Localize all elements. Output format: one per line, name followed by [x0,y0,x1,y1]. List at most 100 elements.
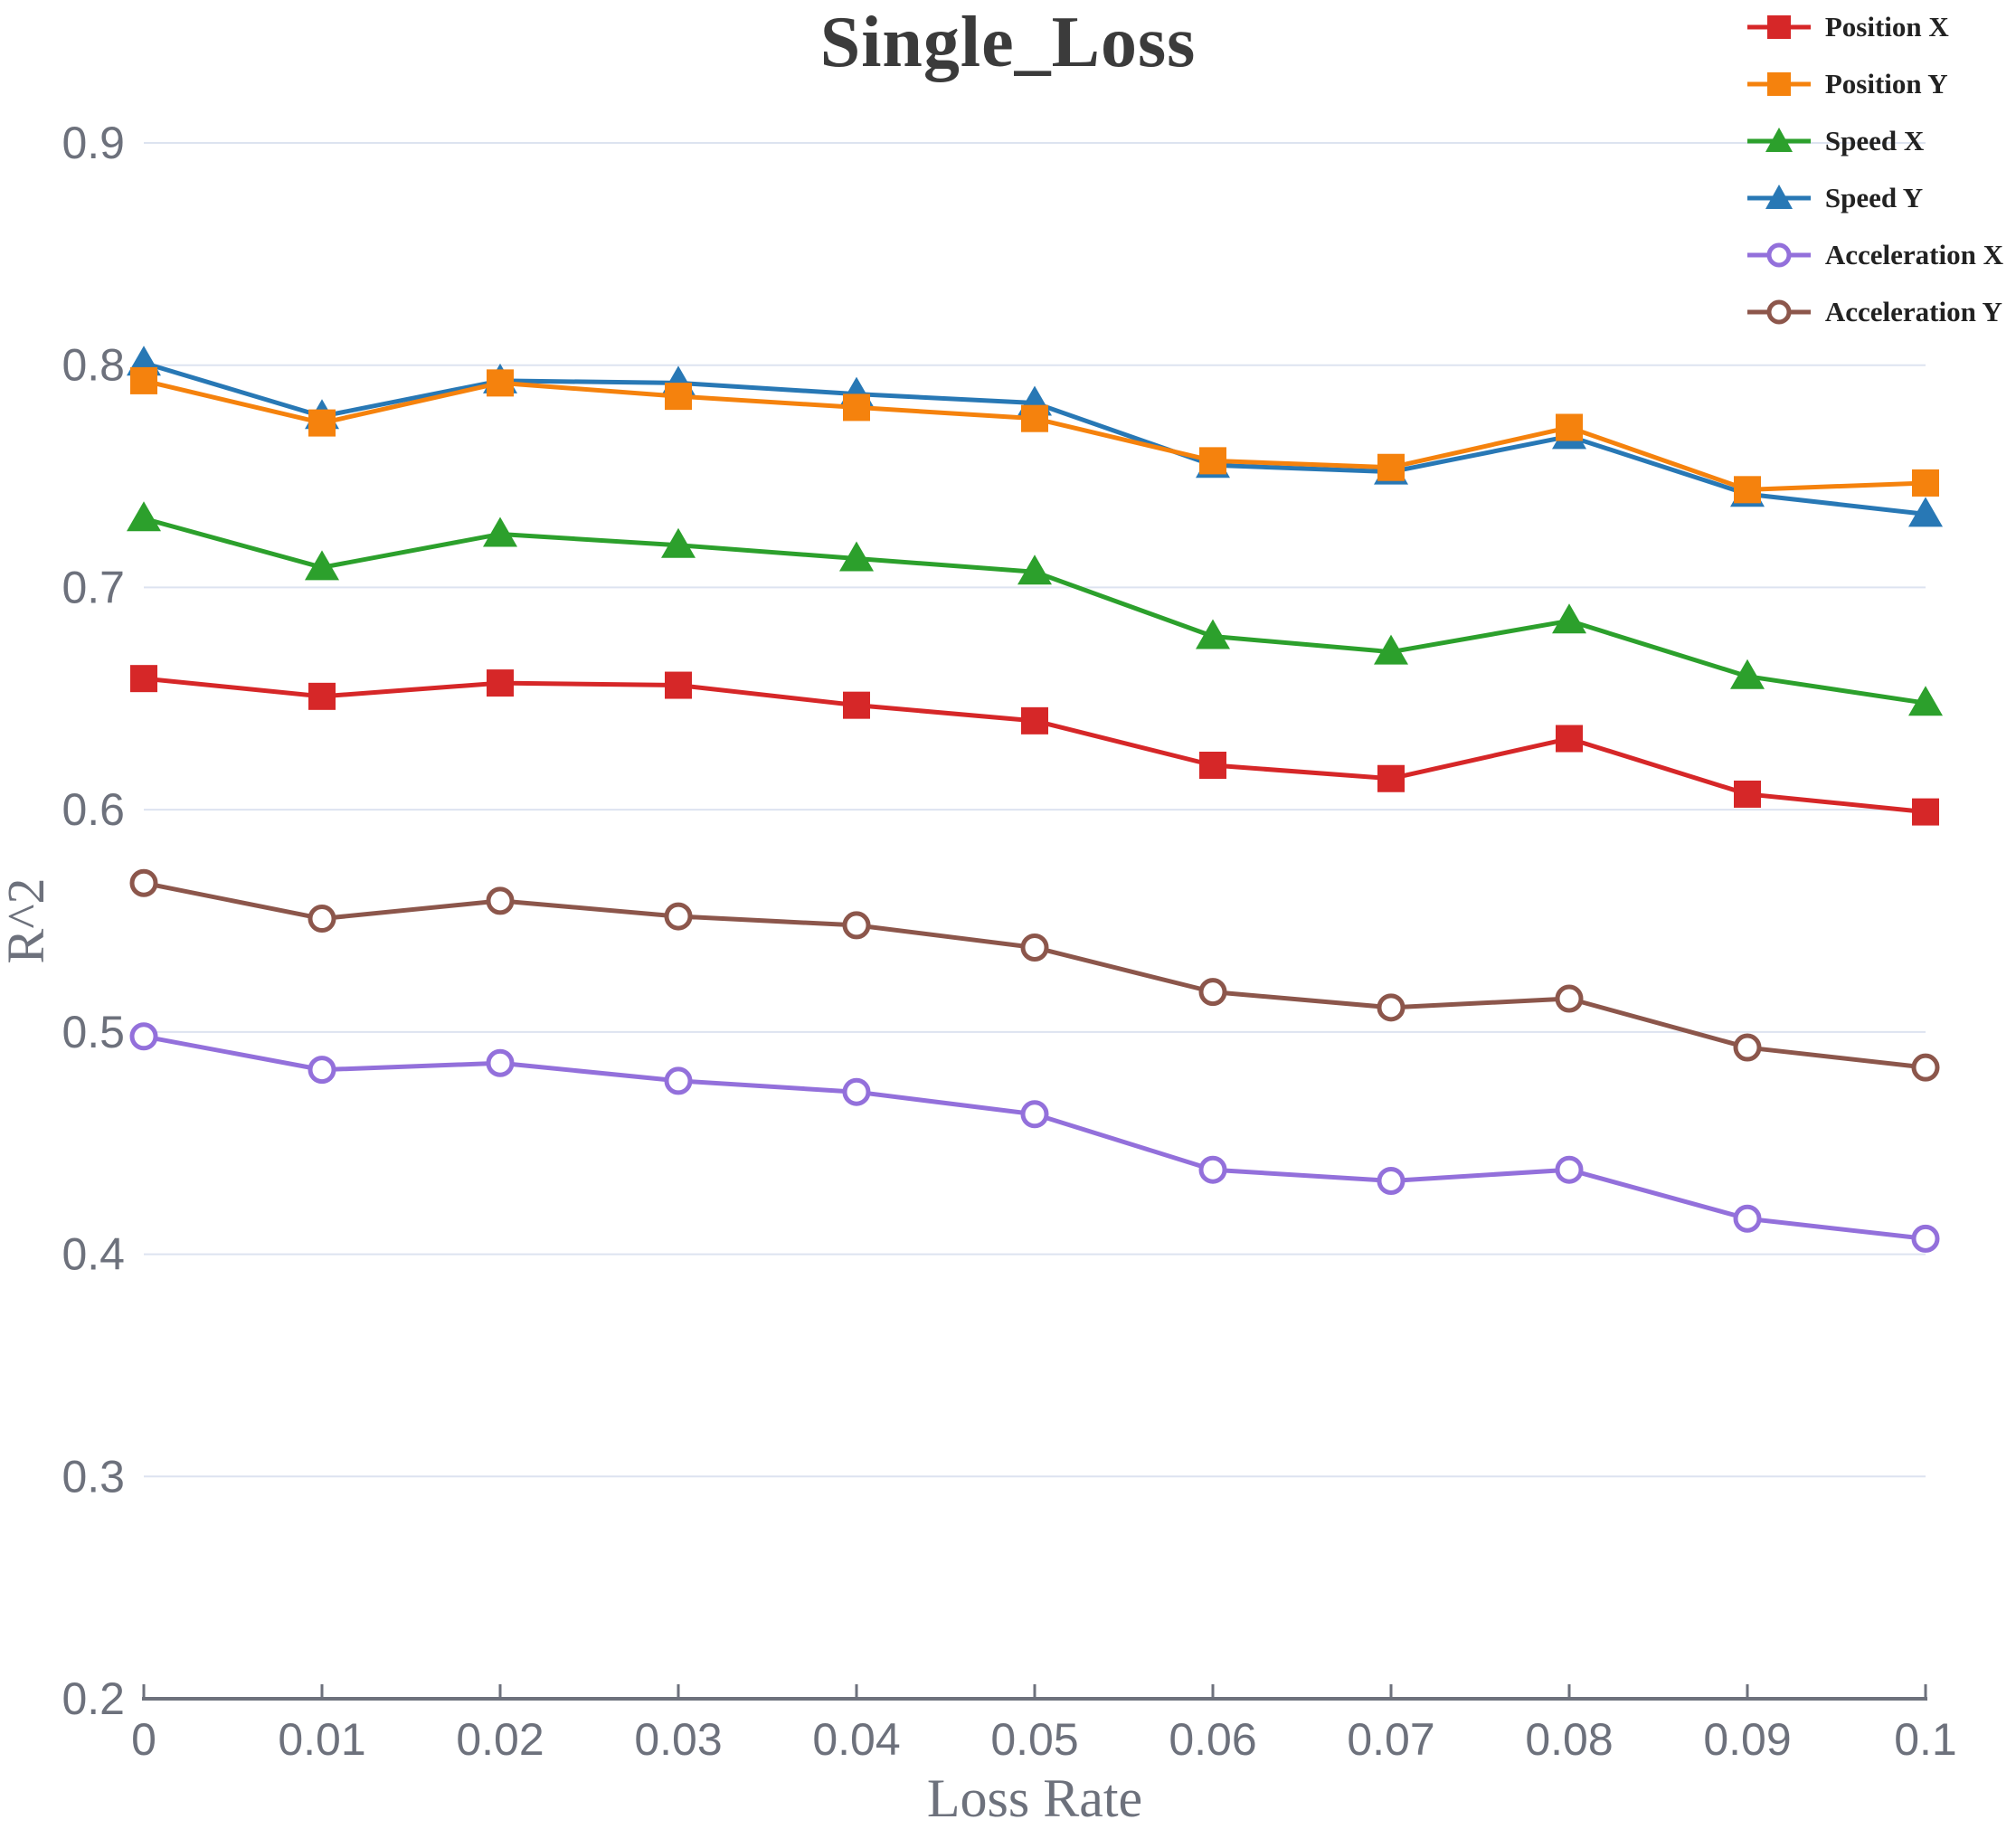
legend-label: Position X [1824,11,1949,43]
square-marker [487,669,514,697]
square-marker [665,383,692,411]
x-tick-label: 0.1 [1894,1714,1957,1765]
triangle-marker [1908,497,1943,527]
open-circle-marker [308,905,336,933]
x-tick-label: 0.05 [990,1714,1078,1765]
x-tick-label: 0.08 [1525,1714,1613,1765]
square-marker [665,671,692,699]
legend-circle [1766,299,1792,325]
legend-triangle [1765,128,1793,152]
legend-label: Acceleration Y [1824,296,2002,327]
gridlines [144,142,1926,1478]
legend-item-acceleration-x: Acceleration X [1746,239,2003,271]
y-tick-label: 0.7 [62,562,125,612]
open-circle-marker [129,1022,158,1051]
x-tick-label: 0.03 [634,1714,722,1765]
x-axis-title: Loss Rate [927,1768,1142,1828]
open-circle-marker [1733,1204,1762,1233]
axis-labels: Loss Rate R^2 [0,878,1142,1828]
legend-triangle [1765,185,1793,209]
square-marker [130,665,157,693]
series-acceleration-x [129,1022,1940,1253]
open-circle-marker [842,1077,871,1106]
triangle-marker [1908,686,1943,716]
triangle-legend-icon [1746,128,1811,152]
legend: Position X Position Y Speed X Speed Y Accele… [1746,11,2003,328]
square-marker [1734,780,1761,808]
square-marker [1199,752,1226,779]
legend-square [1766,15,1791,39]
triangle-marker [661,527,696,558]
legend-label: Position Y [1824,68,1948,100]
triangle-legend-icon [1746,185,1811,209]
open-circle-marker [308,1056,336,1085]
open-circle-marker [1911,1053,1940,1082]
open-circle-marker [486,886,515,915]
open-circle-marker [1733,1033,1762,1062]
legend-square [1766,72,1791,96]
square-marker [1912,469,1939,497]
square-marker [1377,764,1405,792]
y-tick-label: 0.6 [62,784,125,835]
y-tick-label: 0.2 [62,1673,125,1724]
square-legend-icon [1746,72,1811,96]
open-circle-marker [842,911,871,940]
open-circle-marker [1377,1166,1406,1195]
triangle-marker [483,516,517,547]
series-line [141,516,1928,706]
square-marker [130,366,157,394]
y-tick-label: 0.3 [62,1451,125,1502]
series-position-y [130,366,1939,504]
square-marker [1912,798,1939,826]
square-marker [1556,725,1583,753]
legend-circle [1766,242,1792,268]
x-tick-label: 0 [131,1714,156,1765]
square-marker [1377,453,1405,481]
y-tick-label: 0.9 [62,118,125,168]
x-tick-label: 0.02 [456,1714,544,1765]
square-marker [1734,476,1761,504]
circle-open-legend-icon [1746,299,1811,325]
legend-label: Speed Y [1824,182,1924,213]
open-circle-marker [486,1048,515,1077]
square-marker [1021,706,1048,734]
x-tick-label: 0.01 [278,1714,365,1765]
series-position-x [130,665,1939,826]
square-marker [1199,447,1226,475]
series-acceleration-y [129,868,1940,1082]
open-circle-marker [664,1066,693,1095]
triangle-marker [1552,603,1586,634]
triangle-marker [1730,659,1765,689]
open-circle-marker [1555,1155,1584,1184]
square-marker [308,682,336,710]
open-circle-marker [1198,978,1227,1007]
x-tick-label: 0.09 [1703,1714,1791,1765]
series-line [141,1034,1928,1241]
legend-item-position-x: Position X [1746,11,2003,43]
legend-label: Acceleration X [1824,239,2003,270]
open-circle-marker [1911,1224,1940,1253]
legend-label: Speed X [1824,125,1925,156]
series-speed-x [127,501,1943,716]
circle-open-legend-icon [1746,242,1811,268]
square-marker [843,393,870,422]
x-tick-label: 0.06 [1169,1714,1256,1765]
y-tick-label: 0.4 [62,1229,125,1280]
series-line [141,880,1928,1070]
triangle-marker [1374,634,1408,665]
open-circle-marker [129,868,158,897]
open-circle-marker [1555,984,1584,1013]
square-marker [843,691,870,719]
series-line [141,676,1928,815]
legend-item-speed-y: Speed Y [1746,182,2003,214]
open-circle-marker [1020,933,1049,962]
square-marker [1556,413,1583,441]
square-marker [487,369,514,397]
x-tick-label: 0.07 [1347,1714,1434,1765]
series-speed-y [127,346,1943,527]
axes: 0.9 0.8 0.7 0.6 0.5 0.4 0.3 0.20 0.01 0.02 0.03 0.0… [62,118,1956,1765]
legend-item-speed-x: Speed X [1746,125,2003,157]
square-marker [1021,404,1048,432]
triangle-marker [839,541,874,572]
